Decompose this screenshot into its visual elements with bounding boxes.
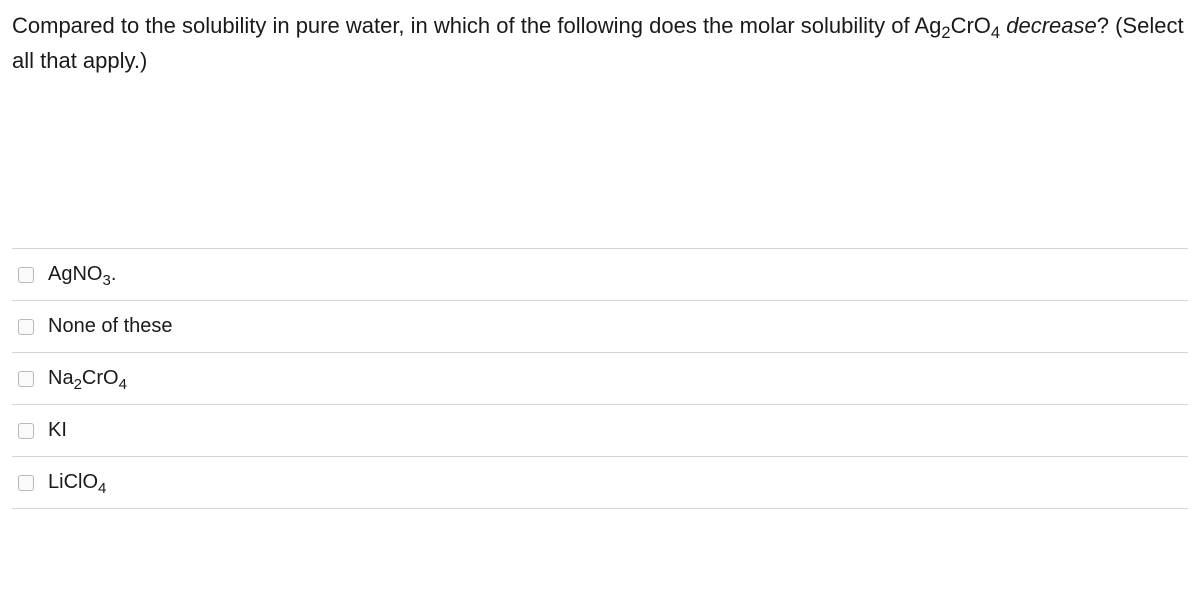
question-sub-1: 2 (941, 24, 950, 42)
option-1[interactable]: None of these (12, 301, 1188, 353)
checkbox-3[interactable] (18, 423, 34, 439)
question-part-2: CrO (951, 13, 991, 38)
checkbox-4[interactable] (18, 475, 34, 491)
checkbox-1[interactable] (18, 319, 34, 335)
option-3[interactable]: KI (12, 405, 1188, 457)
checkbox-0[interactable] (18, 267, 34, 283)
question-part-1: Compared to the solubility in pure water… (12, 13, 941, 38)
checkbox-2[interactable] (18, 371, 34, 387)
option-label-4: LiClO4 (48, 471, 106, 494)
option-label-0: AgNO3. (48, 263, 116, 286)
option-2[interactable]: Na2CrO4 (12, 353, 1188, 405)
option-4[interactable]: LiClO4 (12, 457, 1188, 509)
option-label-3: KI (48, 419, 67, 442)
option-label-1: None of these (48, 315, 173, 338)
options-list: AgNO3. None of these Na2CrO4 KI LiClO4 (12, 248, 1188, 509)
question-sub-2: 4 (991, 24, 1000, 42)
option-label-2: Na2CrO4 (48, 367, 127, 390)
question-italic: decrease (1000, 13, 1097, 38)
question-text: Compared to the solubility in pure water… (12, 8, 1188, 78)
option-0[interactable]: AgNO3. (12, 249, 1188, 301)
